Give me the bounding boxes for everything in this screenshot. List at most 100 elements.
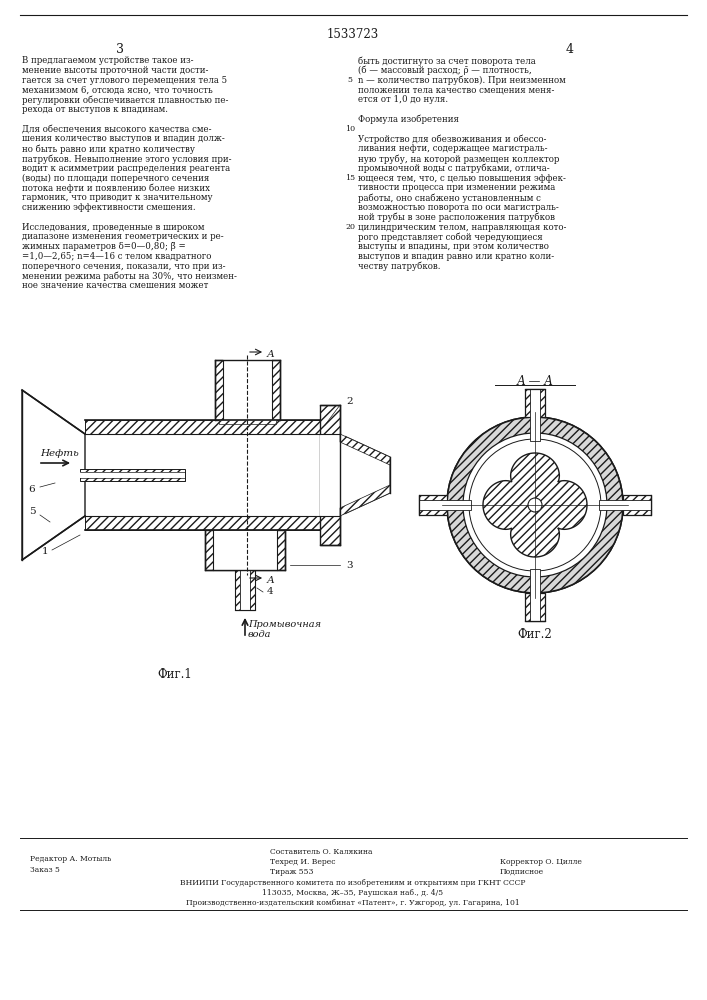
Text: быть достигнуто за счет поворота тела: быть достигнуто за счет поворота тела — [358, 56, 536, 66]
Text: снижению эффективности смешения.: снижению эффективности смешения. — [22, 203, 196, 212]
Text: Заказ 5: Заказ 5 — [30, 866, 60, 874]
Text: Подписное: Подписное — [500, 868, 544, 876]
Text: потока нефти и появлению более низких: потока нефти и появлению более низких — [22, 183, 210, 193]
Text: Редактор А. Мотыль: Редактор А. Мотыль — [30, 855, 112, 863]
Text: А: А — [267, 576, 275, 585]
Text: промывочной воды с патрубками, отлича-: промывочной воды с патрубками, отлича- — [358, 164, 549, 173]
Text: 4: 4 — [267, 587, 274, 596]
Text: 20: 20 — [345, 223, 355, 231]
Text: Нефть: Нефть — [40, 449, 78, 458]
Circle shape — [469, 439, 601, 571]
Text: 3: 3 — [346, 560, 354, 570]
Text: 1: 1 — [42, 548, 48, 556]
Text: 5: 5 — [29, 508, 35, 516]
Text: диапазоне изменения геометрических и ре-: диапазоне изменения геометрических и ре- — [22, 232, 223, 241]
Text: жимных параметров δ=0—0,80; β̄ =: жимных параметров δ=0—0,80; β̄ = — [22, 242, 186, 251]
Text: рого представляет собой чередующиеся: рого представляет собой чередующиеся — [358, 232, 543, 242]
Text: механизмом 6, отсюда ясно, что точность: механизмом 6, отсюда ясно, что точность — [22, 85, 213, 94]
Text: Промывочная
вода: Промывочная вода — [248, 620, 321, 639]
Text: поперечного сечения, показали, что при из-: поперечного сечения, показали, что при и… — [22, 262, 226, 271]
Polygon shape — [22, 390, 85, 560]
Text: (воды) по площади поперечного сечения: (воды) по площади поперечного сечения — [22, 174, 209, 183]
Text: Составитель О. Калякина: Составитель О. Калякина — [270, 848, 373, 856]
Text: но быть равно или кратно количеству: но быть равно или кратно количеству — [22, 144, 195, 154]
Text: Производственно-издательский комбинат «Патент», г. Ужгород, ул. Гагарина, 101: Производственно-издательский комбинат «П… — [186, 899, 520, 907]
Polygon shape — [340, 434, 390, 516]
Polygon shape — [419, 495, 447, 515]
Text: 2: 2 — [346, 397, 354, 406]
Text: А: А — [267, 350, 275, 359]
Text: работы, оно снабжено установленным с: работы, оно снабжено установленным с — [358, 193, 541, 203]
Text: ную трубу, на которой размещен коллектор: ную трубу, на которой размещен коллектор — [358, 154, 559, 163]
Bar — [320, 434, 345, 516]
Text: Техред И. Верес: Техред И. Верес — [270, 858, 336, 866]
Text: 15: 15 — [345, 174, 355, 182]
Bar — [85, 516, 320, 530]
Polygon shape — [525, 593, 545, 621]
Text: тивности процесса при изменении режима: тивности процесса при изменении режима — [358, 183, 555, 192]
Bar — [240, 570, 250, 610]
Text: (б — массовый расход; ρ̄ — плотность,: (б — массовый расход; ρ̄ — плотность, — [358, 66, 532, 75]
Text: 113035, Москва, Ж–35, Раушская наб., д. 4/5: 113035, Москва, Ж–35, Раушская наб., д. … — [262, 889, 443, 897]
Polygon shape — [525, 389, 545, 417]
Bar — [320, 405, 340, 545]
Polygon shape — [340, 485, 390, 516]
Text: Тираж 553: Тираж 553 — [270, 868, 313, 876]
Text: водит к асимметрии распределения реагента: водит к асимметрии распределения реагент… — [22, 164, 230, 173]
Bar — [80, 472, 185, 478]
Text: 10: 10 — [345, 125, 355, 133]
Text: ВНИИПИ Государственного комитета по изобретениям и открытиям при ГКНТ СССР: ВНИИПИ Государственного комитета по изоб… — [180, 879, 526, 887]
Circle shape — [447, 417, 623, 593]
Text: 1533723: 1533723 — [327, 28, 379, 41]
Text: положении тела качество смещения меня-: положении тела качество смещения меня- — [358, 85, 554, 94]
Text: ной трубы в зоне расположения патрубков: ной трубы в зоне расположения патрубков — [358, 213, 555, 222]
Circle shape — [447, 417, 623, 593]
Polygon shape — [483, 453, 587, 557]
Text: менение высоты проточной части дости-: менение высоты проточной части дости- — [22, 66, 209, 75]
Bar — [215, 360, 280, 420]
Text: ное значение качества смешения может: ное значение качества смешения может — [22, 281, 209, 290]
Text: регулировки обеспечивается плавностью пе-: регулировки обеспечивается плавностью пе… — [22, 95, 228, 105]
Polygon shape — [599, 500, 651, 510]
Circle shape — [463, 433, 607, 577]
Text: возможностью поворота по оси магистраль-: возможностью поворота по оси магистраль- — [358, 203, 559, 212]
Bar — [85, 420, 320, 434]
Text: рехода от выступов к впадинам.: рехода от выступов к впадинам. — [22, 105, 168, 114]
Bar — [213, 530, 277, 570]
Text: Устройство для обезвоживания и обессо-: Устройство для обезвоживания и обессо- — [358, 134, 547, 144]
Polygon shape — [623, 495, 651, 515]
Text: выступы и впадины, при этом количество: выступы и впадины, при этом количество — [358, 242, 549, 251]
Text: Исследования, проведенные в широком: Исследования, проведенные в широком — [22, 223, 204, 232]
Text: цилиндрическим телом, направляющая кото-: цилиндрическим телом, направляющая кото- — [358, 223, 566, 232]
Text: Формула изобретения: Формула изобретения — [358, 115, 459, 124]
Text: Фиг.1: Фиг.1 — [158, 668, 192, 681]
Text: n — количество патрубков). При неизменном: n — количество патрубков). При неизменно… — [358, 76, 566, 85]
Text: ливания нефти, содержащее магистраль-: ливания нефти, содержащее магистраль- — [358, 144, 547, 153]
Circle shape — [528, 498, 542, 512]
Text: А — А: А — А — [517, 375, 554, 388]
Text: шения количество выступов и впадин долж-: шения количество выступов и впадин долж- — [22, 134, 225, 143]
Polygon shape — [530, 389, 540, 441]
Text: патрубков. Невыполнение этого условия при-: патрубков. Невыполнение этого условия пр… — [22, 154, 231, 163]
Polygon shape — [340, 434, 390, 465]
Polygon shape — [530, 569, 540, 621]
Text: Корректор О. Цилле: Корректор О. Цилле — [500, 858, 582, 866]
Bar — [80, 469, 185, 481]
Text: честву патрубков.: честву патрубков. — [358, 262, 440, 271]
Text: гается за счет углового перемещения тела 5: гается за счет углового перемещения тела… — [22, 76, 227, 85]
Text: гармоник, что приводит к значительному: гармоник, что приводит к значительному — [22, 193, 213, 202]
Text: Фиг.2: Фиг.2 — [518, 628, 552, 641]
Text: 6: 6 — [29, 486, 35, 494]
Bar — [223, 358, 272, 420]
Text: ющееся тем, что, с целью повышения эффек-: ющееся тем, что, с целью повышения эффек… — [358, 174, 566, 183]
Text: Для обеспечения высокого качества сме-: Для обеспечения высокого качества сме- — [22, 125, 211, 134]
Text: менении режима работы на 30%, что неизмен-: менении режима работы на 30%, что неизме… — [22, 272, 237, 281]
Polygon shape — [419, 500, 471, 510]
Text: 3: 3 — [116, 43, 124, 56]
Text: 4: 4 — [566, 43, 574, 56]
Text: В предлагаемом устройстве такое из-: В предлагаемом устройстве такое из- — [22, 56, 194, 65]
Text: ется от 1,0 до нуля.: ется от 1,0 до нуля. — [358, 95, 448, 104]
Text: 5: 5 — [348, 76, 353, 84]
Text: =1,0—2,65; n=4—16 с телом квадратного: =1,0—2,65; n=4—16 с телом квадратного — [22, 252, 211, 261]
Bar — [219, 420, 276, 424]
